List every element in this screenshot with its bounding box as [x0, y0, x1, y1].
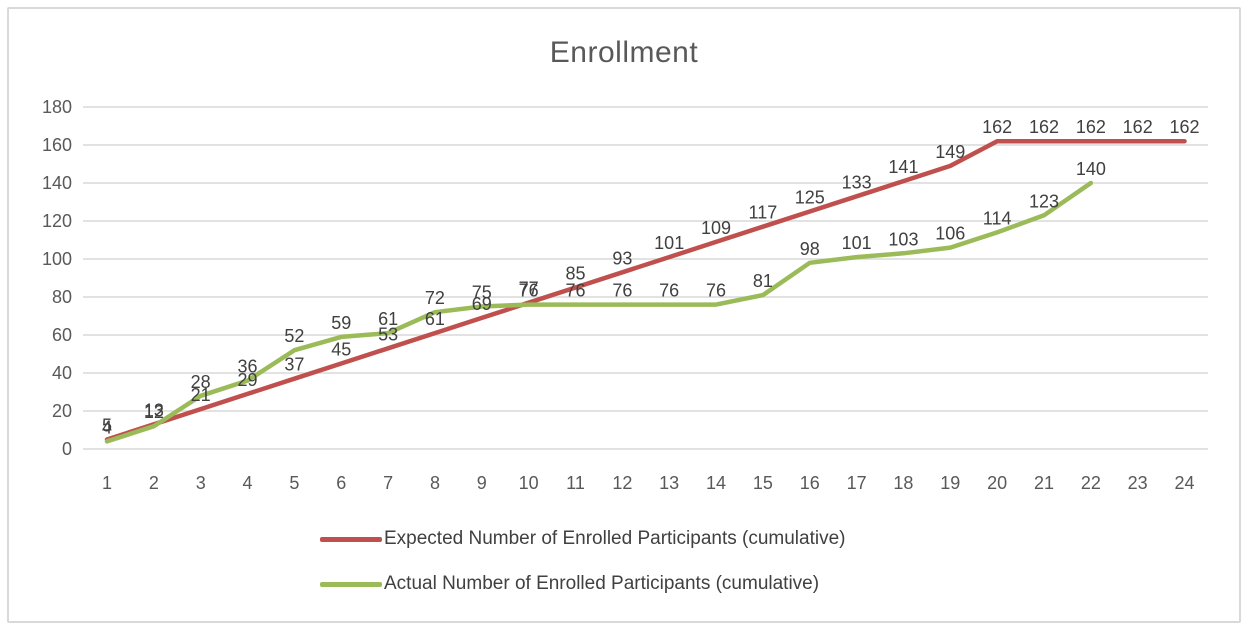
- expected-data-label: 37: [284, 355, 304, 375]
- actual-data-label: 106: [935, 224, 965, 244]
- expected-data-label: 133: [842, 172, 872, 192]
- x-axis-tick-label: 8: [430, 473, 440, 493]
- actual-data-label: 12: [144, 402, 164, 422]
- x-axis-tick-label: 10: [519, 473, 539, 493]
- x-axis-tick-label: 18: [893, 473, 913, 493]
- expected-data-label: 13: [144, 400, 164, 420]
- x-axis-tick-label: 19: [940, 473, 960, 493]
- x-axis-tick-label: 20: [987, 473, 1007, 493]
- x-axis-tick-label: 9: [477, 473, 487, 493]
- x-axis-tick-label: 23: [1128, 473, 1148, 493]
- actual-data-label: 76: [519, 281, 539, 301]
- x-axis-tick-label: 15: [753, 473, 773, 493]
- x-axis-tick-label: 14: [706, 473, 726, 493]
- actual-data-label: 81: [753, 271, 773, 291]
- x-axis-tick-label: 13: [659, 473, 679, 493]
- expected-data-label: 61: [425, 309, 445, 329]
- x-axis-tick-label: 6: [336, 473, 346, 493]
- actual-data-label: 123: [1029, 191, 1059, 211]
- y-axis-tick-label: 120: [42, 211, 72, 231]
- expected-data-label: 101: [654, 233, 684, 253]
- actual-data-label: 59: [331, 313, 351, 333]
- expected-data-label: 45: [331, 340, 351, 360]
- y-axis-tick-label: 20: [52, 401, 72, 421]
- actual-data-label: 4: [102, 417, 112, 437]
- expected-data-label: 5: [102, 416, 112, 436]
- expected-data-label: 85: [565, 264, 585, 284]
- actual-series-label: Actual Number of Enrolled Participants (…: [384, 573, 820, 594]
- chart-border: [7, 7, 1241, 623]
- expected-data-label: 53: [378, 324, 398, 344]
- x-axis-tick-label: 4: [243, 473, 253, 493]
- expected-data-label: 162: [1029, 117, 1059, 137]
- actual-data-label: 98: [800, 239, 820, 259]
- x-axis-tick-label: 24: [1175, 473, 1195, 493]
- x-axis-tick-label: 22: [1081, 473, 1101, 493]
- expected-series-swatch: [320, 536, 382, 542]
- x-axis-tick-label: 1: [102, 473, 112, 493]
- expected-data-label: 29: [238, 370, 258, 390]
- expected-data-label: 117: [749, 203, 778, 223]
- x-axis-tick-label: 16: [800, 473, 820, 493]
- expected-data-label: 162: [1076, 117, 1106, 137]
- expected-series-label: Expected Number of Enrolled Participants…: [384, 528, 846, 549]
- actual-series-line: [104, 180, 1094, 444]
- expected-data-label: 69: [472, 294, 492, 314]
- actual-data-label: 52: [284, 326, 304, 346]
- actual-data-label: 76: [659, 281, 679, 301]
- chart-title: Enrollment: [549, 36, 699, 69]
- y-axis-tick-label: 40: [52, 363, 72, 383]
- expected-series-line: [104, 138, 1187, 442]
- expected-data-label: 125: [795, 188, 825, 208]
- y-axis-tick-label: 80: [52, 287, 72, 307]
- actual-data-label: 76: [612, 281, 632, 301]
- expected-data-label: 162: [982, 117, 1012, 137]
- actual-data-label: 114: [983, 208, 1012, 228]
- y-axis-tick-label: 60: [52, 325, 72, 345]
- x-axis-tick-label: 7: [383, 473, 393, 493]
- expected-data-label: 162: [1170, 117, 1200, 137]
- y-axis-tick-label: 160: [42, 135, 72, 155]
- actual-data-label: 72: [425, 288, 445, 308]
- legend-item-expected: Expected Number of Enrolled Participants…: [320, 524, 845, 554]
- actual-data-label: 140: [1076, 159, 1106, 179]
- expected-data-label: 109: [701, 218, 731, 238]
- y-axis-tick-label: 100: [42, 249, 72, 269]
- y-axis-tick-label: 180: [42, 97, 72, 117]
- expected-data-label: 162: [1123, 117, 1153, 137]
- actual-data-label: 61: [378, 309, 398, 329]
- actual-data-label: 36: [238, 357, 258, 377]
- x-axis-tick-label: 12: [612, 473, 632, 493]
- x-axis-tick-label: 17: [847, 473, 867, 493]
- actual-data-label: 101: [842, 233, 872, 253]
- expected-data-label: 21: [191, 385, 211, 405]
- chart-legend: Expected Number of Enrolled Participants…: [320, 524, 845, 614]
- actual-data-label: 103: [888, 229, 918, 249]
- expected-data-label: 93: [612, 248, 632, 268]
- x-axis-tick-label: 11: [566, 473, 585, 493]
- actual-series-swatch: [320, 581, 382, 587]
- y-axis-tick-label: 0: [62, 439, 72, 459]
- actual-data-label: 75: [472, 283, 492, 303]
- x-axis-tick-label: 3: [196, 473, 206, 493]
- expected-data-label: 77: [519, 279, 539, 299]
- actual-data-label: 76: [565, 281, 585, 301]
- expected-data-label: 141: [888, 157, 918, 177]
- actual-data-label: 76: [706, 281, 726, 301]
- expected-data-label: 149: [935, 142, 965, 162]
- actual-data-label: 28: [191, 372, 211, 392]
- x-axis-tick-label: 2: [149, 473, 159, 493]
- y-axis-tick-label: 140: [42, 173, 72, 193]
- x-axis-tick-label: 21: [1034, 473, 1054, 493]
- legend-item-actual: Actual Number of Enrolled Participants (…: [320, 569, 845, 599]
- x-axis-tick-label: 5: [289, 473, 299, 493]
